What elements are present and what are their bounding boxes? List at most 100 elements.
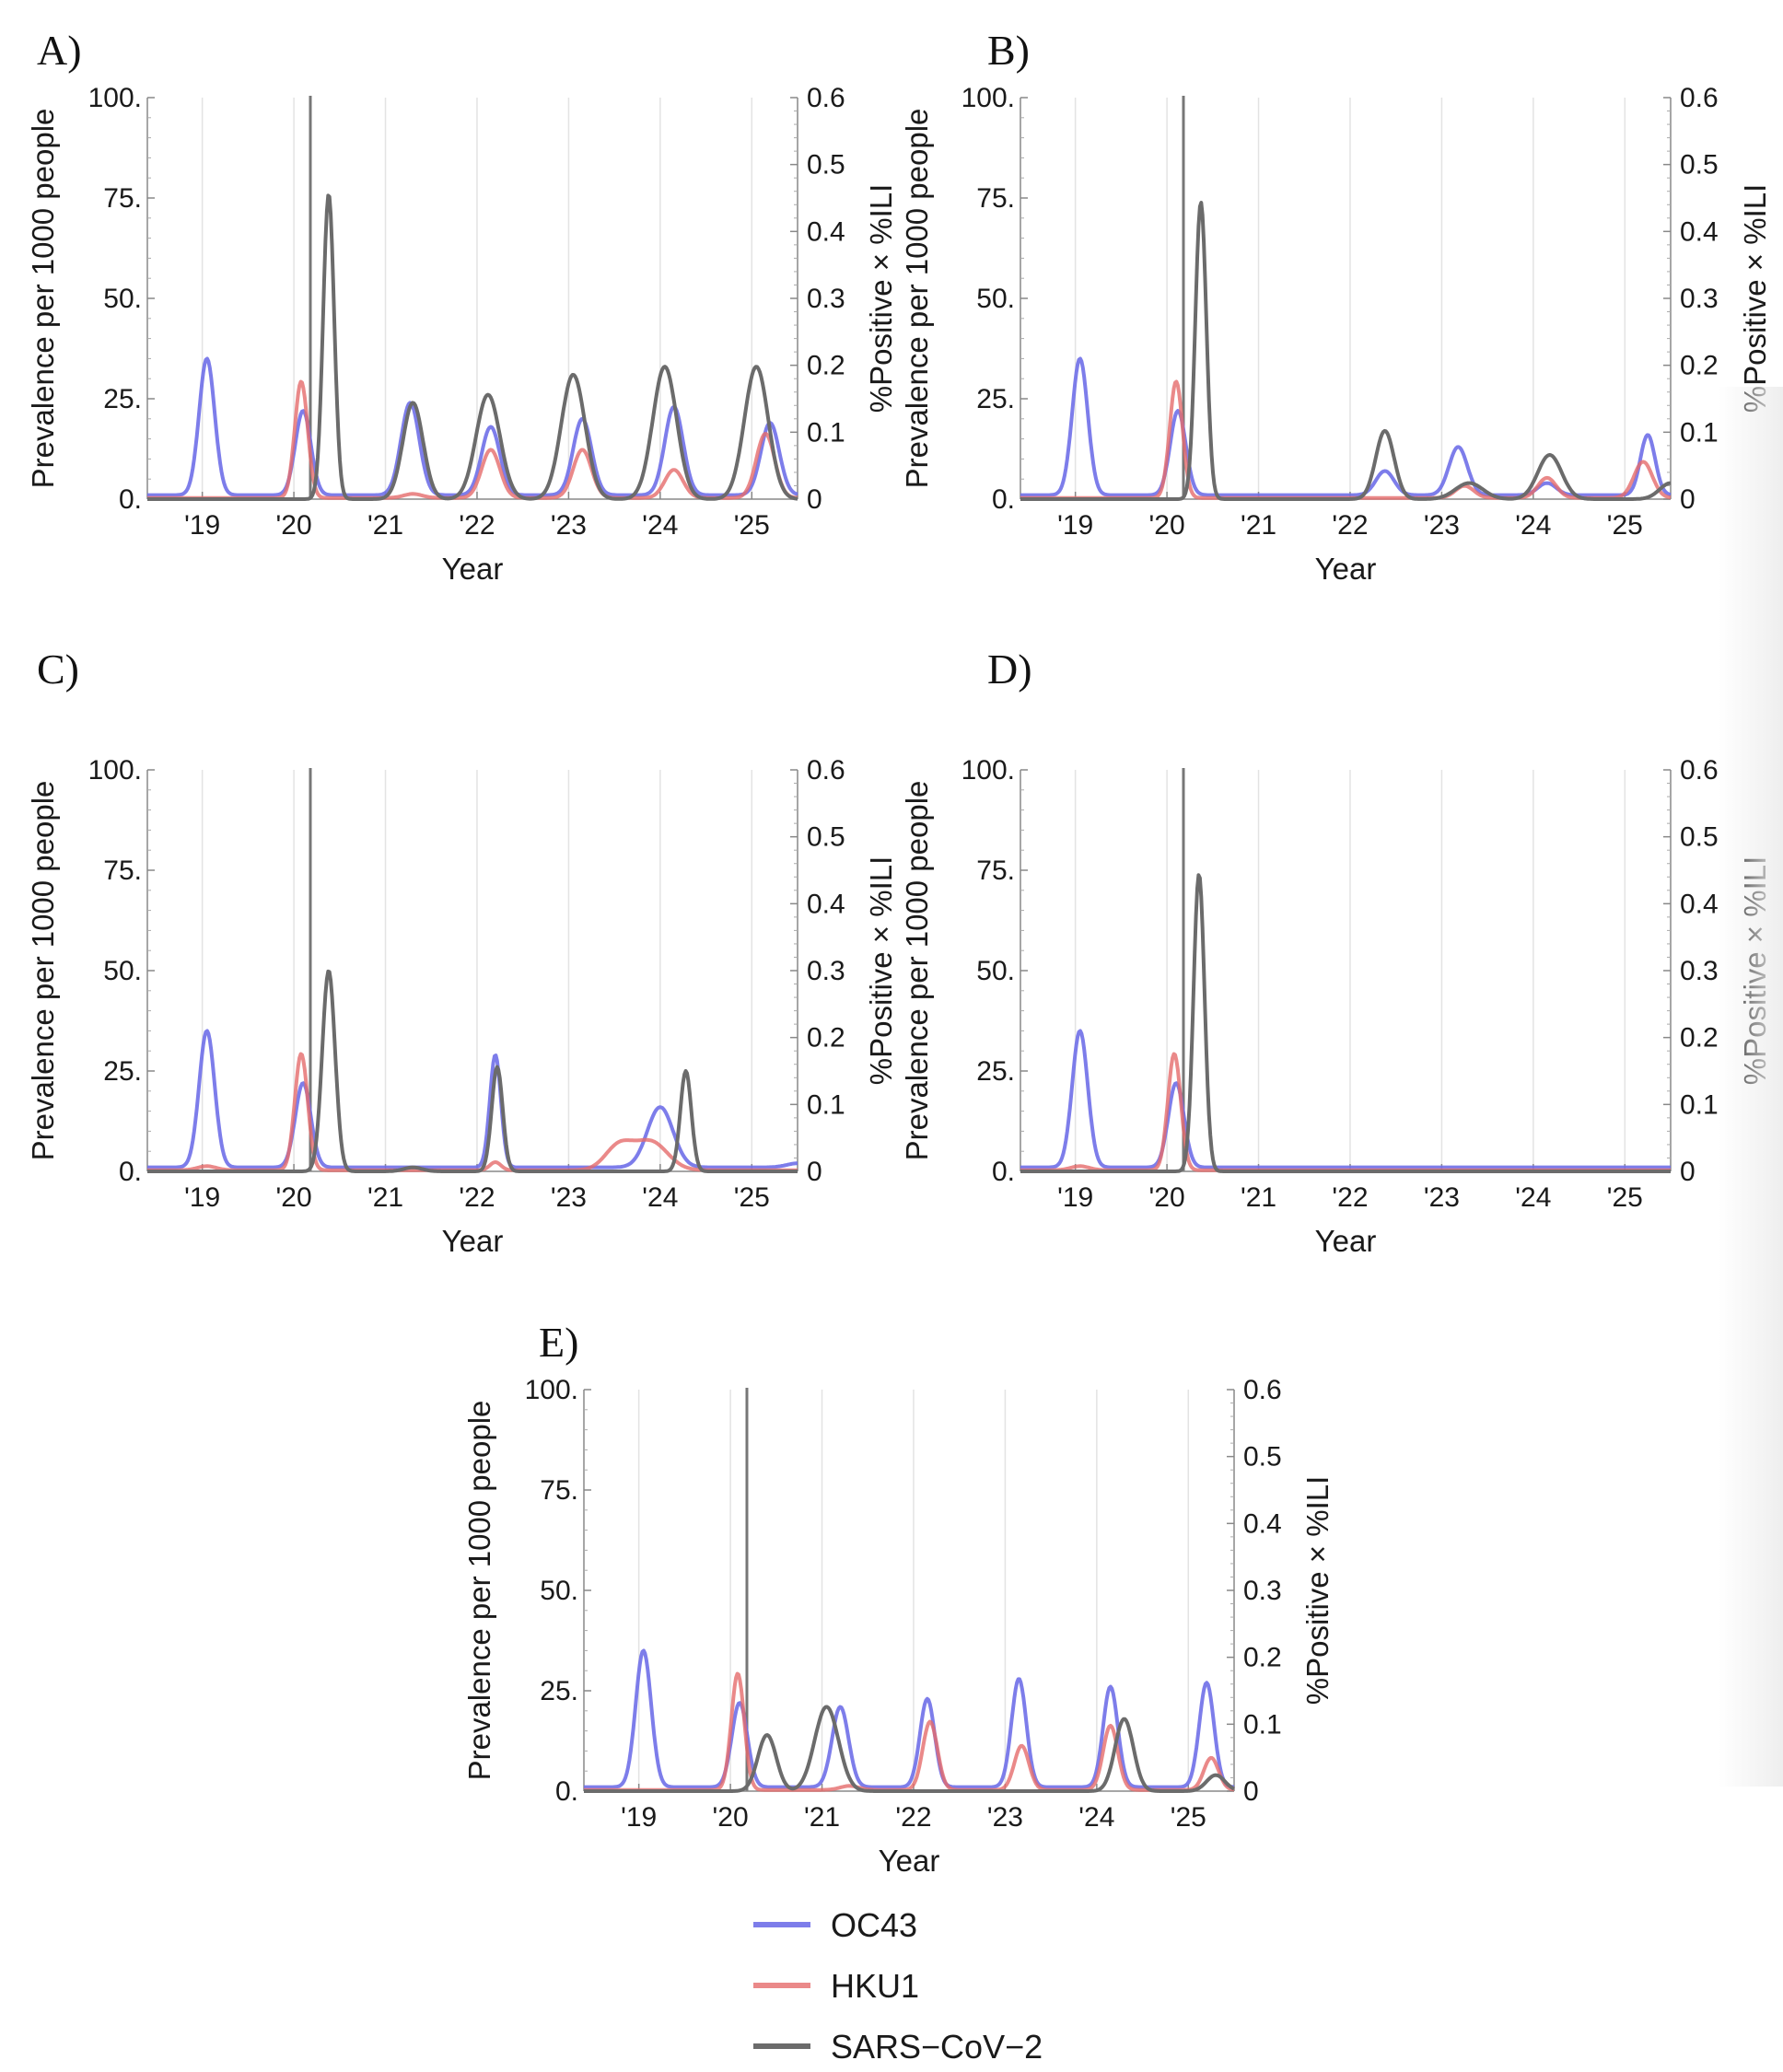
chart-panel-d: D) 0. 25. 50. 75. 100. 0 0.1 0.2 0.3 0.4 0.5 0.6 '19 '… [900, 646, 1772, 1258]
y-right-tick-label: 0 [1680, 484, 1696, 515]
series-line-hku1 [1020, 1052, 1672, 1172]
y-right-axis-title: %Positive × %ILI [864, 856, 898, 1086]
y-right-tick-label: 0.2 [1680, 351, 1719, 381]
y-right-tick-label: 0.3 [807, 284, 845, 314]
x-tick-label: '21 [1241, 510, 1276, 541]
y-tick-label: 0. [119, 1157, 142, 1187]
x-tick-label: '19 [1057, 1182, 1093, 1213]
x-tick-label: '19 [184, 1182, 220, 1213]
y-tick-label: 50. [976, 956, 1015, 986]
y-right-tick-label: 0.2 [807, 1023, 845, 1053]
x-tick-label: '25 [734, 510, 770, 541]
y-tick-label: 100. [88, 755, 142, 786]
chart-panel-a: A) 0. 25. 50. 75. 100. 0 0.1 0.2 0.3 0.4 0.5 0.6 '19 '… [26, 27, 898, 586]
x-tick-label: '24 [1515, 1182, 1551, 1213]
y-right-tick-label: 0.1 [1243, 1709, 1282, 1740]
y-tick-label: 0. [555, 1776, 578, 1807]
y-tick-label: 75. [103, 183, 142, 214]
series-line-oc43 [583, 1648, 1235, 1789]
y-tick-label: 75. [540, 1475, 578, 1506]
y-right-tick-label: 0.1 [807, 1089, 845, 1120]
y-right-tick-label: 0.5 [1680, 150, 1719, 180]
y-right-tick-label: 0.4 [807, 889, 845, 919]
panel-label: D) [987, 646, 1032, 693]
series-line-oc43 [1020, 356, 1672, 497]
y-right-tick-label: 0.6 [807, 83, 845, 113]
chart-panel-e: E) 0. 25. 50. 75. 100. 0 0.1 0.2 0.3 0.4 0.5 0.6 '19 '… [462, 1319, 1334, 1878]
series-line-sars-cov-2 [583, 1705, 1235, 1793]
y-right-tick-label: 0.6 [807, 755, 845, 786]
y-right-tick-label: 0.1 [807, 417, 845, 448]
series-line-hku1 [146, 379, 798, 500]
x-tick-label: '21 [367, 1182, 403, 1213]
y-tick-label: 25. [976, 384, 1015, 414]
y-right-tick-label: 0.6 [1243, 1375, 1282, 1405]
y-axis-title: Prevalence per 1000 people [462, 1401, 496, 1781]
y-right-tick-label: 0 [807, 1157, 822, 1187]
x-tick-label: '22 [459, 1182, 495, 1213]
x-tick-label: '22 [1332, 1182, 1368, 1213]
x-tick-label: '19 [1057, 510, 1093, 541]
x-tick-label: '25 [1607, 510, 1643, 541]
y-right-tick-label: 0 [1680, 1157, 1696, 1187]
legend-label-hku1: HKU1 [831, 1967, 919, 2005]
x-tick-label: '24 [642, 510, 678, 541]
y-tick-label: 0. [992, 484, 1015, 515]
y-right-axis-title: %Positive × %ILI [1738, 184, 1772, 413]
y-tick-label: 50. [976, 284, 1015, 314]
y-right-tick-label: 0 [807, 484, 822, 515]
y-right-tick-label: 0.4 [1680, 889, 1719, 919]
x-tick-label: '20 [1149, 510, 1185, 541]
panel-label: C) [37, 646, 79, 693]
y-tick-label: 50. [103, 956, 142, 986]
x-tick-label: '20 [276, 1182, 312, 1213]
x-tick-label: '19 [621, 1802, 657, 1833]
y-right-tick-label: 0 [1243, 1776, 1259, 1807]
chart-panels: A) 0. 25. 50. 75. 100. 0 0.1 0.2 0.3 0.4 0.5 0.6 '19 '… [26, 27, 1772, 1878]
x-tick-label: '25 [1171, 1802, 1206, 1833]
y-right-tick-label: 0.6 [1680, 755, 1719, 786]
panel-label: A) [37, 27, 82, 74]
y-tick-label: 25. [540, 1676, 578, 1706]
y-tick-label: 25. [103, 1056, 142, 1087]
y-axis-title: Prevalence per 1000 people [26, 109, 60, 489]
y-right-tick-label: 0.1 [1680, 1089, 1719, 1120]
x-tick-label: '23 [1424, 510, 1460, 541]
x-tick-label: '24 [642, 1182, 678, 1213]
y-tick-label: 75. [976, 856, 1015, 886]
series-line-sars-cov-2 [146, 969, 798, 1173]
legend: OC43 HKU1 SARS−CoV−2 [753, 1906, 1043, 2066]
y-tick-label: 25. [976, 1056, 1015, 1087]
x-tick-label: '21 [1241, 1182, 1276, 1213]
panel-label: B) [987, 27, 1030, 74]
y-right-tick-label: 0.4 [1680, 216, 1719, 247]
y-right-tick-label: 0.6 [1680, 83, 1719, 113]
y-tick-label: 50. [103, 284, 142, 314]
series-line-oc43 [146, 356, 798, 497]
x-tick-label: '19 [184, 510, 220, 541]
y-right-tick-label: 0.3 [1680, 956, 1719, 986]
y-tick-label: 0. [992, 1157, 1015, 1187]
series-line-sars-cov-2 [1020, 201, 1672, 501]
y-right-tick-label: 0.4 [1243, 1508, 1282, 1539]
y-right-tick-label: 0.3 [1243, 1576, 1282, 1606]
y-tick-label: 100. [961, 83, 1015, 113]
y-tick-label: 50. [540, 1576, 578, 1606]
x-tick-label: '22 [1332, 510, 1368, 541]
x-tick-label: '24 [1078, 1802, 1114, 1833]
x-tick-label: '23 [551, 1182, 587, 1213]
x-tick-label: '20 [713, 1802, 749, 1833]
x-axis-title: Year [442, 1224, 504, 1258]
x-tick-label: '23 [551, 510, 587, 541]
x-axis-title: Year [1315, 1224, 1377, 1258]
legend-label-sars-cov-2: SARS−CoV−2 [831, 2028, 1043, 2066]
chart-panel-b: B) 0. 25. 50. 75. 100. 0 0.1 0.2 0.3 0.4 0.5 0.6 '19 '… [900, 27, 1772, 586]
y-right-tick-label: 0.5 [1680, 822, 1719, 853]
x-tick-label: '24 [1515, 510, 1551, 541]
series-line-hku1 [146, 1052, 798, 1172]
y-right-axis-title: %Positive × %ILI [1300, 1476, 1334, 1705]
series-line-hku1 [583, 1671, 1235, 1792]
y-axis-title: Prevalence per 1000 people [900, 781, 934, 1161]
y-axis-title: Prevalence per 1000 people [26, 781, 60, 1161]
